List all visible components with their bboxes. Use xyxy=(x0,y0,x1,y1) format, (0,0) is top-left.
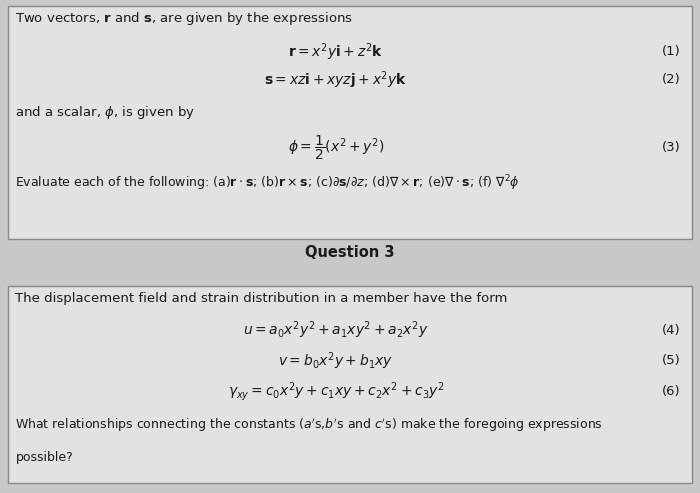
Text: $\gamma_{xy} = c_0 x^2 y + c_1 x y + c_2 x^2 + c_3 y^2$: $\gamma_{xy} = c_0 x^2 y + c_1 x y + c_2… xyxy=(228,381,444,403)
Text: The displacement field and strain distribution in a member have the form: The displacement field and strain distri… xyxy=(15,292,507,305)
Text: and a scalar, $\phi$, is given by: and a scalar, $\phi$, is given by xyxy=(15,104,195,121)
Text: (3): (3) xyxy=(662,141,680,154)
Text: $v = b_0 x^2 y + b_1 x y$: $v = b_0 x^2 y + b_1 x y$ xyxy=(279,350,393,372)
Text: What relationships connecting the constants ($a'$s,$b'$s and $c'$s) make the for: What relationships connecting the consta… xyxy=(15,416,603,434)
Text: $\mathbf{s} = xz\mathbf{i} + xyz\mathbf{j} + x^2y\mathbf{k}$: $\mathbf{s} = xz\mathbf{i} + xyz\mathbf{… xyxy=(265,69,407,91)
Text: Question 3: Question 3 xyxy=(305,245,395,260)
Text: (1): (1) xyxy=(662,45,680,58)
Text: $u = a_0 x^2 y^2 + a_1 x y^2 + a_2 x^2 y$: $u = a_0 x^2 y^2 + a_1 x y^2 + a_2 x^2 y… xyxy=(244,319,428,341)
Text: (6): (6) xyxy=(662,386,680,398)
Text: Evaluate each of the following: (a)$\mathbf{r} \cdot \mathbf{s}$; (b)$\mathbf{r}: Evaluate each of the following: (a)$\mat… xyxy=(15,174,520,193)
Text: (2): (2) xyxy=(662,73,680,86)
Bar xyxy=(8,286,692,483)
Bar xyxy=(8,6,692,239)
Text: possible?: possible? xyxy=(15,451,74,464)
Text: (5): (5) xyxy=(662,354,680,367)
Text: Two vectors, $\mathbf{r}$ and $\mathbf{s}$, are given by the expressions: Two vectors, $\mathbf{r}$ and $\mathbf{s… xyxy=(15,10,353,27)
Text: $\mathbf{r} = x^2y\mathbf{i} + z^2\mathbf{k}$: $\mathbf{r} = x^2y\mathbf{i} + z^2\mathb… xyxy=(288,41,384,63)
Text: $\phi = \dfrac{1}{2}(x^2 + y^2)$: $\phi = \dfrac{1}{2}(x^2 + y^2)$ xyxy=(288,134,384,162)
Text: (4): (4) xyxy=(662,324,680,337)
